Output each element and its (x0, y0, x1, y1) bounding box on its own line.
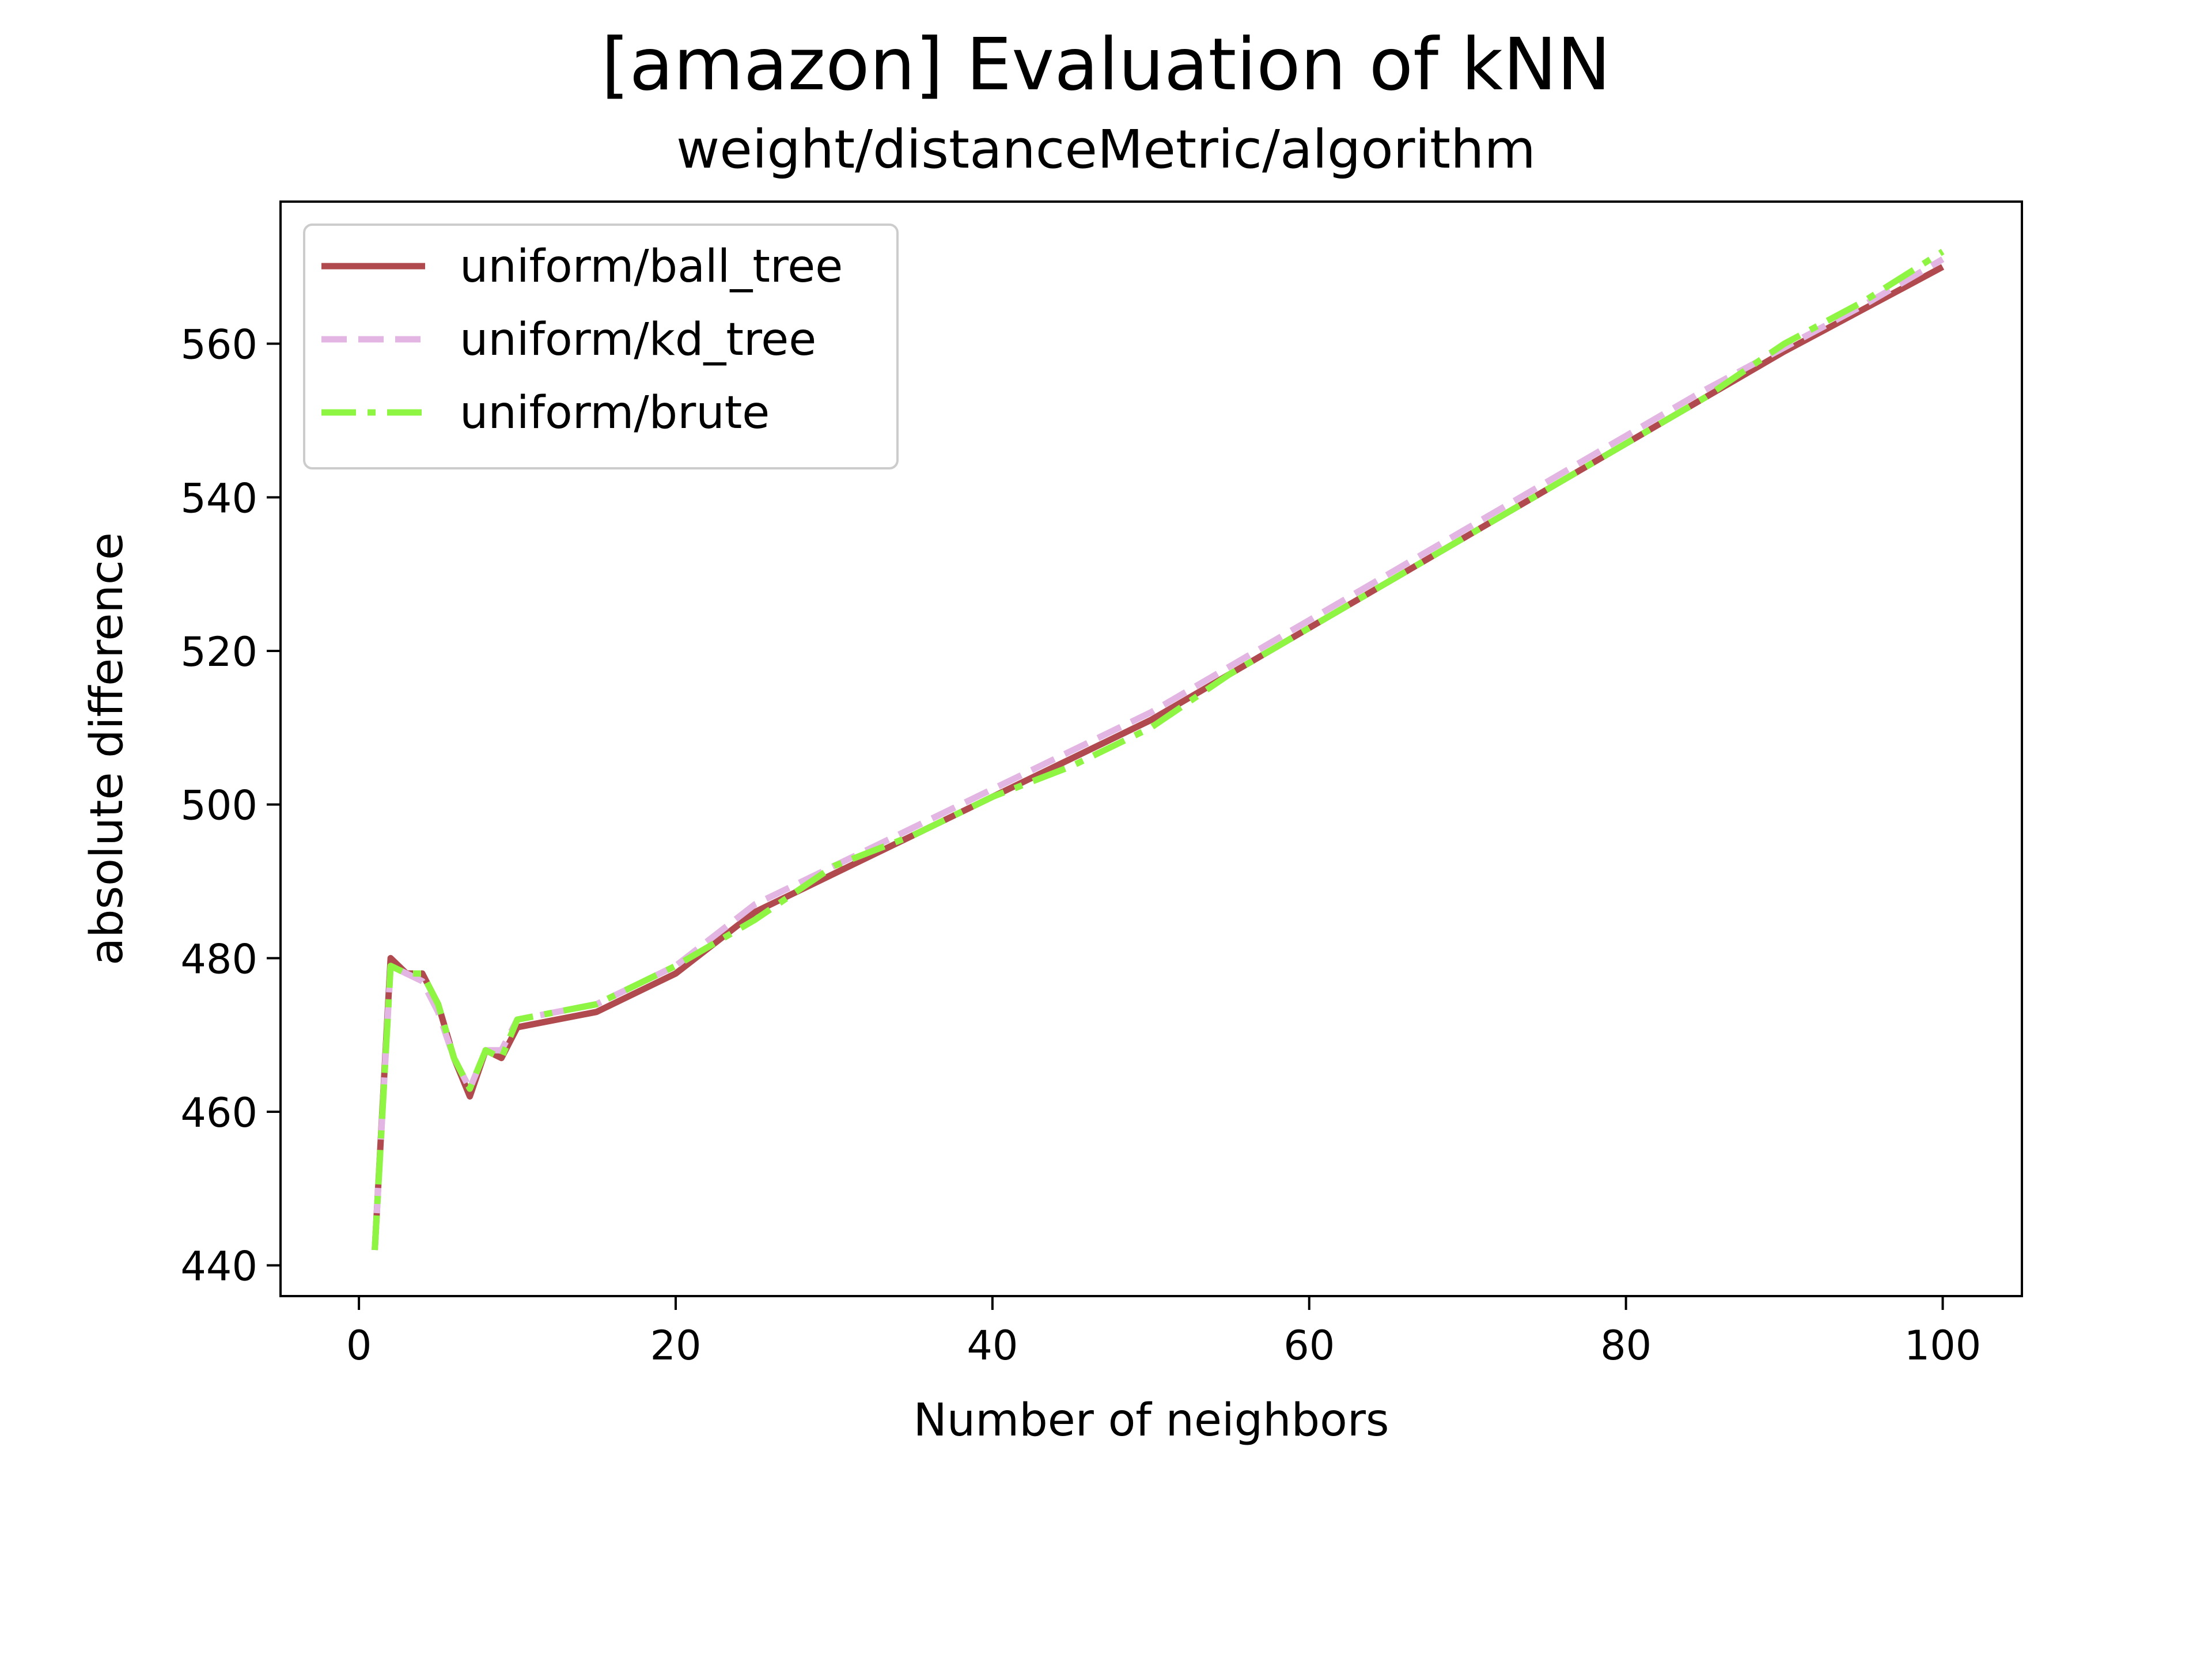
x-tick-label: 60 (1283, 1322, 1335, 1369)
chart-title: [amazon] Evaluation of kNN (601, 23, 1611, 107)
y-tick-label: 560 (180, 321, 257, 369)
y-axis-label: absolute difference (81, 532, 133, 965)
x-tick-label: 100 (1904, 1322, 1982, 1369)
y-axis: 440 460 480 500 520 540 560 (180, 321, 281, 1290)
series-line-3 (372, 249, 1945, 1251)
y-tick-label: 520 (180, 628, 257, 676)
x-tick-label: 80 (1600, 1322, 1652, 1369)
y-tick-label: 460 (180, 1089, 257, 1137)
x-tick-label: 20 (650, 1322, 701, 1369)
y-tick-label: 440 (180, 1243, 257, 1290)
x-axis-label: Number of neighbors (913, 1395, 1389, 1446)
series-line-2 (372, 256, 1945, 1251)
legend: uniform/ball_tree uniform/kd_tree uniform/… (303, 224, 899, 469)
series-layer (372, 249, 1945, 1251)
x-tick-label: 0 (346, 1322, 372, 1369)
x-tick-label: 40 (967, 1322, 1018, 1369)
y-tick-label: 480 (180, 935, 257, 983)
y-tick-label: 500 (180, 782, 257, 830)
chart-subtitle: weight/distanceMetric/algorithm (676, 119, 1536, 180)
y-tick-label: 540 (180, 475, 257, 522)
plot-frame (279, 200, 2023, 1297)
legend-box (303, 224, 899, 469)
legend-label: uniform/kd_tree (460, 314, 816, 366)
legend-label: uniform/brute (460, 387, 770, 439)
x-axis: 0 20 40 60 80 100 (346, 1296, 1982, 1369)
legend-label: uniform/ball_tree (460, 241, 843, 293)
